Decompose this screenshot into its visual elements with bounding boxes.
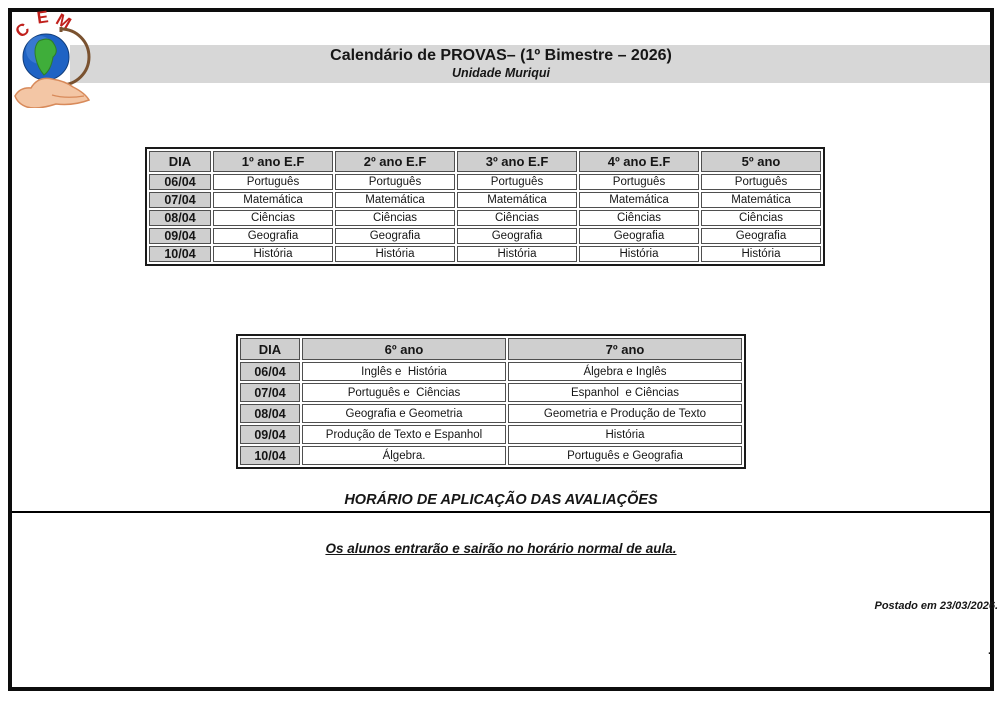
date-cell: 06/04 (149, 174, 211, 190)
subject-cell: Álgebra e Inglês (508, 362, 742, 381)
subject-cell: História (335, 246, 455, 262)
subject-cell: Português (213, 174, 333, 190)
school-logo: C E M (12, 7, 98, 109)
table-row: 09/04 Produção de Texto e Espanhol Histó… (240, 425, 742, 444)
col-header-3ano: 3º ano E.F (457, 151, 577, 172)
date-cell: 09/04 (149, 228, 211, 244)
date-cell: 07/04 (240, 383, 300, 402)
table-row: 10/04 Álgebra. Português e Geografia (240, 446, 742, 465)
subject-cell: História (701, 246, 821, 262)
date-cell: 08/04 (149, 210, 211, 226)
date-cell: 10/04 (149, 246, 211, 262)
subject-cell: Matemática (457, 192, 577, 208)
subject-cell: Ciências (701, 210, 821, 226)
col-header-2ano: 2º ano E.F (335, 151, 455, 172)
posted-date: Postado em 23/03/2026. (874, 600, 998, 612)
subject-cell: Português (701, 174, 821, 190)
col-header-dia: DIA (149, 151, 211, 172)
subject-cell: Ciências (579, 210, 699, 226)
subject-cell: História (579, 246, 699, 262)
table-row: 06/04 Inglês e História Álgebra e Inglês (240, 362, 742, 381)
col-header-5ano: 5º ano (701, 151, 821, 172)
table-header-row: DIA 6º ano 7º ano (240, 338, 742, 360)
table-row: 08/04 Geografia e Geometria Geometria e … (240, 404, 742, 423)
subject-cell: Português (335, 174, 455, 190)
svg-text:C: C (12, 19, 33, 41)
table-row: 09/04 Geografia Geografia Geografia Geog… (149, 228, 821, 244)
subject-cell: Geografia (457, 228, 577, 244)
subject-cell: Inglês e História (302, 362, 506, 381)
subject-cell: Português e Ciências (302, 383, 506, 402)
subject-cell: História (457, 246, 577, 262)
subject-cell: Álgebra. (302, 446, 506, 465)
subject-cell: História (213, 246, 333, 262)
globe-hand-logo-icon: C E M (12, 7, 91, 109)
subject-cell: Matemática (213, 192, 333, 208)
table-row: 07/04 Matemática Matemática Matemática M… (149, 192, 821, 208)
hand-icon (14, 77, 91, 109)
subject-cell: História (508, 425, 742, 444)
subject-cell: Ciências (213, 210, 333, 226)
table-row: 06/04 Português Português Português Port… (149, 174, 821, 190)
table-row: 10/04 História História História Históri… (149, 246, 821, 262)
subject-cell: Ciências (457, 210, 577, 226)
col-header-7ano: 7º ano (508, 338, 742, 360)
date-cell: 07/04 (149, 192, 211, 208)
subject-cell: Português (579, 174, 699, 190)
date-cell: 09/04 (240, 425, 300, 444)
globe-landmass (34, 38, 57, 76)
svg-text:E: E (36, 10, 50, 28)
table-row: 07/04 Português e Ciências Espanhol e Ci… (240, 383, 742, 402)
subject-cell: Geografia (213, 228, 333, 244)
date-cell: 08/04 (240, 404, 300, 423)
schedule-note: Os alunos entrarão e sairão no horário n… (325, 541, 677, 556)
col-header-dia: DIA (240, 338, 300, 360)
page-title: Calendário de PROVAS– (1º Bimestre – 202… (330, 47, 672, 64)
date-cell: 10/04 (240, 446, 300, 465)
date-cell: 06/04 (240, 362, 300, 381)
horizontal-rule (12, 511, 990, 513)
globe-meridian (60, 27, 91, 87)
subject-cell: Produção de Texto e Espanhol (302, 425, 506, 444)
subject-cell: Geografia e Geometria (302, 404, 506, 423)
subject-cell: Geografia (579, 228, 699, 244)
col-header-6ano: 6º ano (302, 338, 506, 360)
section-title: HORÁRIO DE APLICAÇÃO DAS AVALIAÇÕES (344, 492, 658, 508)
subject-cell: Português (457, 174, 577, 190)
table-header-row: DIA 1º ano E.F 2º ano E.F 3º ano E.F 4º … (149, 151, 821, 172)
subject-cell: Ciências (335, 210, 455, 226)
subject-cell: Geometria e Produção de Texto (508, 404, 742, 423)
stray-period: . (987, 645, 991, 657)
subject-cell: Português e Geografia (508, 446, 742, 465)
exam-table-elementary: DIA 1º ano E.F 2º ano E.F 3º ano E.F 4º … (145, 147, 825, 266)
page-subtitle: Unidade Muriqui (452, 66, 550, 80)
subject-cell: Matemática (701, 192, 821, 208)
table-row: 08/04 Ciências Ciências Ciências Ciência… (149, 210, 821, 226)
col-header-1ano: 1º ano E.F (213, 151, 333, 172)
title-bar: Calendário de PROVAS– (1º Bimestre – 202… (70, 45, 990, 83)
col-header-4ano: 4º ano E.F (579, 151, 699, 172)
subject-cell: Geografia (335, 228, 455, 244)
subject-cell: Espanhol e Ciências (508, 383, 742, 402)
subject-cell: Matemática (579, 192, 699, 208)
subject-cell: Matemática (335, 192, 455, 208)
subject-cell: Geografia (701, 228, 821, 244)
exam-table-middle: DIA 6º ano 7º ano 06/04 Inglês e Históri… (236, 334, 746, 469)
